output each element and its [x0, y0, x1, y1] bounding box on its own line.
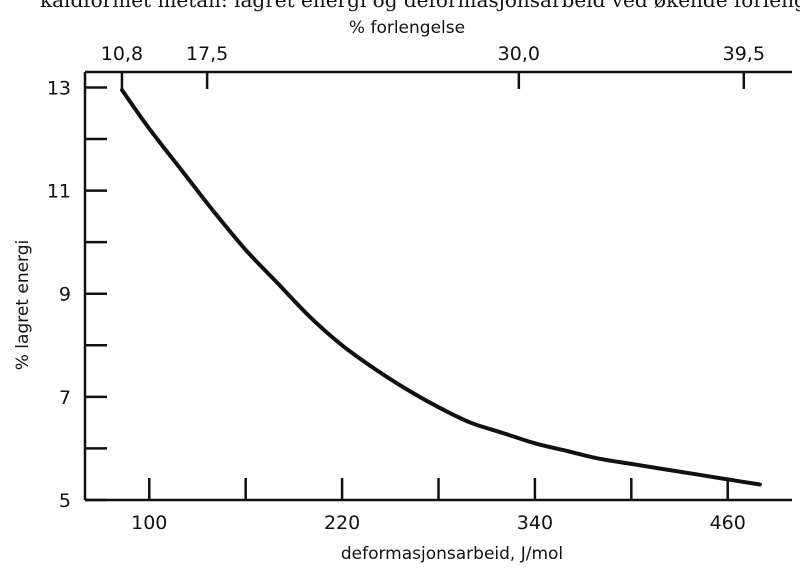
x-tick-label-340: 340	[517, 512, 553, 534]
x-tick-label-100: 100	[131, 512, 167, 534]
caption-fragment: kaldformet metall: lagret energi og defo…	[0, 0, 800, 12]
y-tick-label-13: 13	[47, 77, 71, 99]
y-axis-label: % lagret energi	[13, 240, 33, 371]
x-tick-label-220: 220	[324, 512, 360, 534]
series-group	[120, 88, 762, 487]
x-axis-label: deformasjonsarbeid, J/mol	[341, 544, 563, 564]
tick-labels: 5 7 9 11 13 100 220 340 460 10,8 17,5 30,0 39,5	[47, 43, 765, 534]
y-tick-label-11: 11	[47, 181, 71, 203]
axes-frame	[83, 70, 792, 502]
top-tick-label-3: 39,5	[723, 43, 765, 65]
y-tick-label-7: 7	[59, 387, 71, 409]
top-tick-label-0: 10,8	[101, 43, 143, 65]
y-tick-label-9: 9	[59, 284, 71, 306]
top-axis-label: % forlengelse	[349, 18, 465, 38]
series-line-0	[120, 88, 762, 487]
tick-marks	[85, 72, 746, 502]
caption-fragment-text: kaldformet metall: lagret energi og defo…	[40, 0, 800, 12]
x-tick-label-460: 460	[710, 512, 746, 534]
y-tick-label-5: 5	[59, 490, 71, 512]
top-tick-label-1: 17,5	[186, 43, 228, 65]
top-tick-label-2: 30,0	[498, 43, 540, 65]
